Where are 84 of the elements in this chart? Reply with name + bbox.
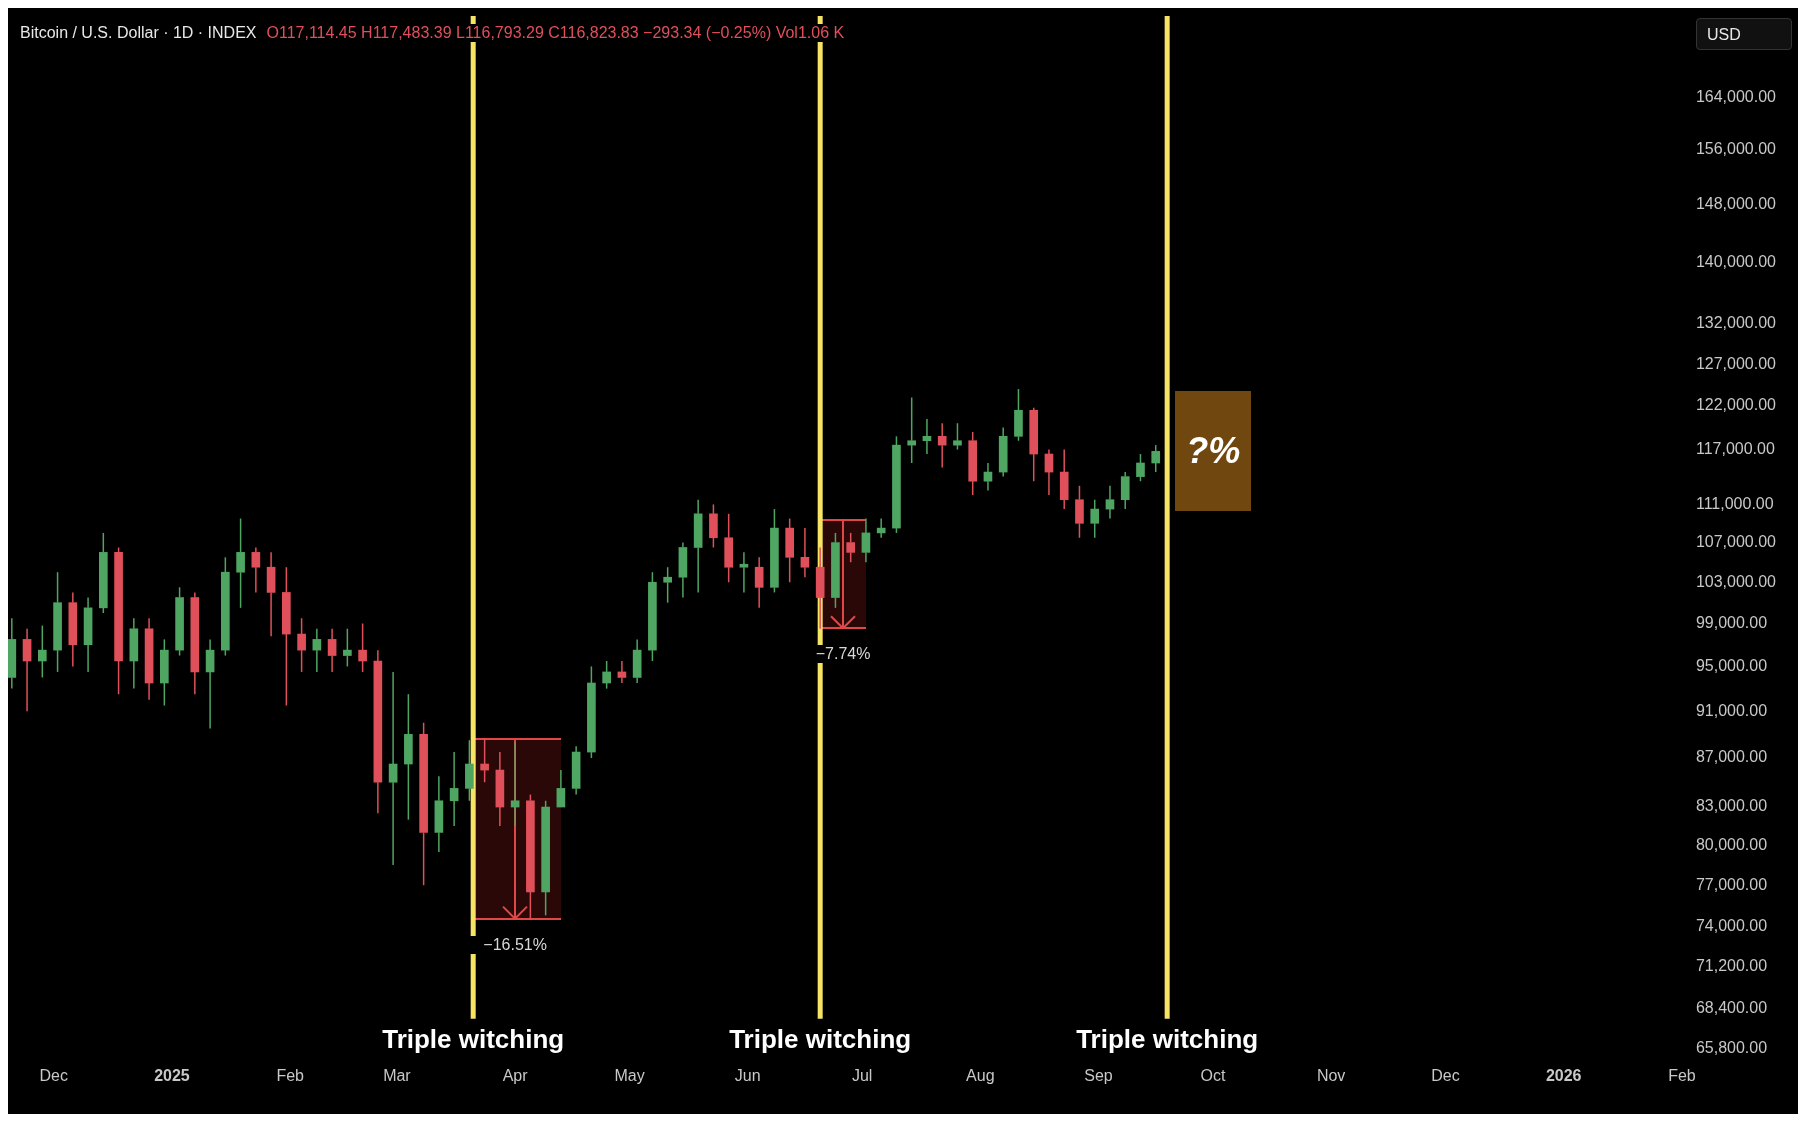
candlestick	[388, 671, 398, 866]
candlestick	[449, 751, 459, 827]
candlestick	[876, 517, 886, 539]
annotation: −16.51%	[465, 935, 566, 954]
candlestick	[571, 745, 581, 796]
y-tick-label: 83,000.00	[1695, 797, 1768, 815]
x-tick-label: Dec	[39, 1066, 68, 1084]
candlestick	[800, 527, 810, 578]
y-tick-label: 140,000.00	[1695, 253, 1777, 271]
x-tick-label: Feb	[276, 1066, 305, 1084]
candlestick	[754, 556, 764, 609]
candlestick	[68, 591, 78, 668]
candlestick	[190, 591, 200, 695]
x-tick-label: Oct	[1200, 1066, 1226, 1084]
y-tick-label: 132,000.00	[1695, 314, 1777, 332]
candlestick	[1105, 485, 1115, 520]
x-tick-label: Dec	[1431, 1066, 1460, 1084]
candlestick	[251, 546, 261, 594]
x-tick-label: 2026	[1545, 1066, 1582, 1084]
x-tick-label: Jun	[734, 1066, 761, 1084]
candlestick	[739, 551, 749, 594]
x-tick-label: May	[614, 1066, 645, 1084]
candlestick	[8, 617, 17, 690]
y-tick-label: 107,000.00	[1695, 533, 1777, 550]
candlestick	[129, 617, 139, 690]
candlestick	[815, 546, 825, 630]
x-tick-label: 2025	[154, 1066, 190, 1084]
candlestick	[983, 462, 993, 492]
candlestick	[495, 751, 505, 827]
candlestick	[282, 566, 291, 707]
y-tick-label: 65,800.00	[1695, 1039, 1768, 1057]
y-tick-label: 71,200.00	[1695, 957, 1768, 975]
y-tick-label: 91,000.00	[1695, 701, 1768, 719]
annotation: −7.74%	[793, 644, 894, 663]
candlestick	[678, 541, 688, 599]
candlestick	[205, 638, 215, 730]
x-tick-label: Jul	[851, 1066, 873, 1084]
candlestick	[404, 693, 413, 821]
candlestick	[83, 596, 93, 673]
x-tick-label: Nov	[1316, 1066, 1346, 1084]
y-tick-label: 77,000.00	[1695, 875, 1768, 893]
chart-subtitle: O117,114.45 H117,483.39 L116,793.29 C116,823.83 −293.34 (−0.25%) Vol1.06 K	[266, 24, 845, 41]
x-tick-label: Feb	[1668, 1066, 1696, 1084]
y-tick-label: 68,400.00	[1695, 998, 1768, 1016]
candlestick	[922, 418, 932, 455]
y-axis-title: USD	[1696, 18, 1792, 50]
candlestick	[632, 638, 642, 684]
y-tick-label: 95,000.00	[1695, 656, 1768, 674]
candlestick	[236, 517, 245, 609]
y-tick-label: 164,000.00	[1695, 88, 1777, 106]
ref-line-label: Triple witching	[382, 1023, 565, 1054]
x-tick-label: Sep	[1084, 1066, 1113, 1084]
candlestick	[937, 422, 947, 469]
y-tick-label: 156,000.00	[1695, 140, 1777, 158]
y-tick-label: 87,000.00	[1695, 748, 1768, 766]
annotation: ?%	[1175, 391, 1252, 512]
ref-line-label: Triple witching	[729, 1023, 912, 1054]
candlestick	[266, 551, 276, 637]
y-tick-label: 99,000.00	[1695, 613, 1768, 631]
candlestick	[144, 617, 154, 701]
candlestick	[510, 741, 520, 827]
candlestick	[434, 775, 444, 853]
candlestick	[327, 628, 337, 673]
y-tick-label: 103,000.00	[1695, 572, 1777, 590]
y-tick-label: 122,000.00	[1695, 396, 1777, 414]
candlestick	[373, 649, 383, 815]
x-tick-label: Mar	[383, 1066, 412, 1084]
candlestick	[1120, 471, 1130, 510]
y-tick-label: 111,000.00	[1695, 494, 1774, 512]
y-tick-label: 117,000.00	[1695, 439, 1775, 457]
candlestick	[998, 426, 1008, 478]
y-tick-label: 127,000.00	[1695, 354, 1777, 372]
y-tick-label: 74,000.00	[1695, 916, 1768, 934]
y-tick-label: 80,000.00	[1695, 835, 1768, 853]
y-tick-label: 148,000.00	[1695, 195, 1777, 213]
x-tick-label: Aug	[966, 1066, 995, 1084]
candlestick	[1059, 448, 1069, 510]
candlestick	[53, 571, 62, 673]
chart-title: Bitcoin / U.S. Dollar · 1D · INDEX	[20, 24, 257, 41]
candlestick	[861, 517, 871, 563]
ref-line-label: Triple witching	[1076, 1023, 1259, 1054]
candlestick	[693, 498, 703, 594]
candlestick	[22, 628, 32, 712]
x-tick-label: Apr	[502, 1066, 529, 1084]
